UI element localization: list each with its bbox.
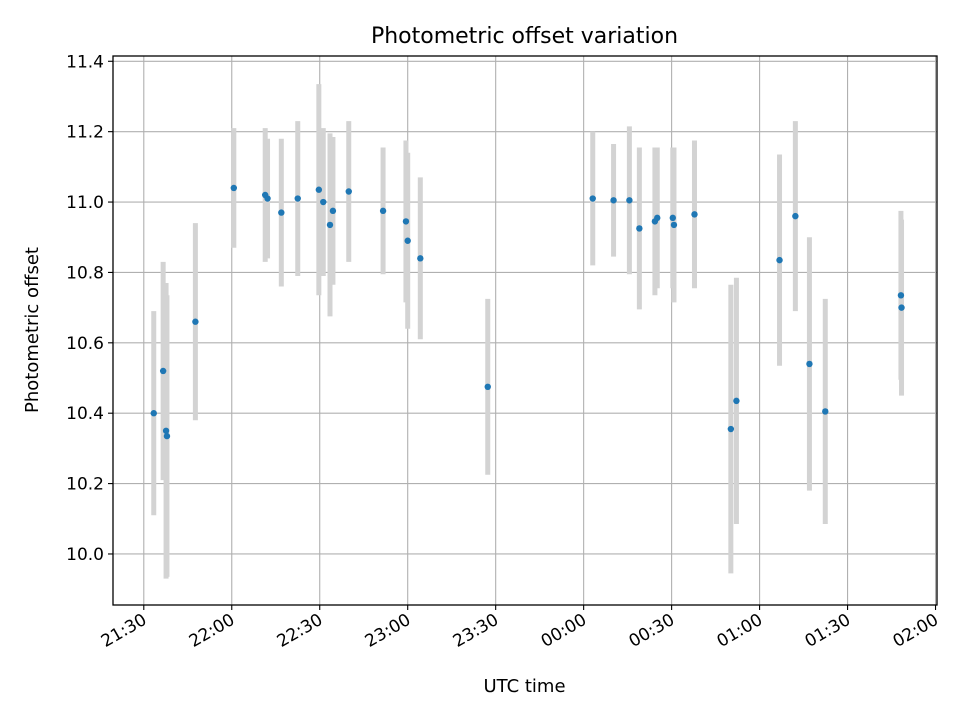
y-tick-label: 10.0 xyxy=(66,545,104,565)
data-point xyxy=(654,214,661,222)
data-point xyxy=(626,197,633,204)
data-point xyxy=(150,410,157,417)
data-point xyxy=(822,408,829,415)
data-point xyxy=(897,292,905,299)
data-point xyxy=(230,184,238,192)
data-point xyxy=(792,212,799,220)
data-point xyxy=(733,397,740,405)
data-point xyxy=(329,207,337,215)
y-tick-label: 11.0 xyxy=(66,193,104,213)
chart-title: Photometric offset variation xyxy=(371,24,678,49)
y-tick-label: 10.2 xyxy=(66,475,104,495)
data-point xyxy=(162,427,170,434)
data-point xyxy=(294,195,301,202)
data-point xyxy=(806,360,813,368)
y-tick-label: 11.4 xyxy=(66,52,104,72)
plot-frame xyxy=(112,55,938,606)
data-point xyxy=(379,207,387,215)
data-point xyxy=(484,383,491,391)
data-point xyxy=(320,198,327,206)
y-axis-ticks: 10.0 10.2 10.4 10.6 10.8 11.0 11.2 11.4 xyxy=(66,52,113,565)
data-point xyxy=(404,237,411,244)
y-axis-label: Photometric offset xyxy=(22,247,43,413)
data-point xyxy=(163,432,171,440)
data-point xyxy=(192,318,199,325)
data-point xyxy=(589,195,596,202)
data-point xyxy=(278,209,285,216)
data-point xyxy=(670,221,678,229)
y-tick-label: 10.8 xyxy=(66,263,104,283)
y-tick-label: 10.6 xyxy=(66,334,104,354)
data-point xyxy=(345,188,352,195)
x-axis-label: UTC time xyxy=(483,676,565,697)
y-tick-label: 10.4 xyxy=(66,404,104,424)
data-point xyxy=(326,221,334,229)
y-tick-label: 11.2 xyxy=(66,123,104,143)
data-point xyxy=(691,211,698,218)
data-point xyxy=(402,218,410,225)
data-point xyxy=(669,214,676,222)
data-point xyxy=(417,255,424,262)
data-point xyxy=(898,304,905,311)
data-point xyxy=(727,425,735,433)
data-points xyxy=(150,184,905,440)
data-point xyxy=(159,367,167,375)
data-point xyxy=(776,256,783,264)
data-point xyxy=(636,225,643,232)
data-point xyxy=(264,195,271,202)
data-point xyxy=(315,186,323,193)
data-point xyxy=(610,197,617,204)
